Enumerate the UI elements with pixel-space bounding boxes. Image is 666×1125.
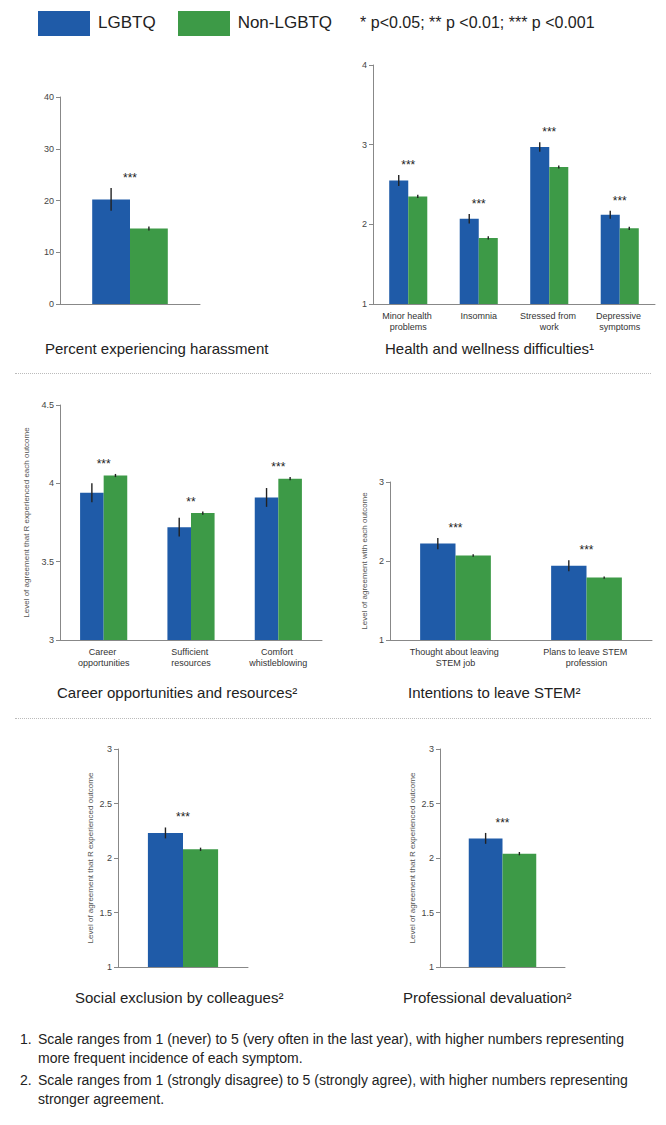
svg-text:Social exclusion by colleagues: Social exclusion by colleagues² (75, 989, 283, 1006)
svg-text:1.5: 1.5 (421, 908, 434, 918)
html-text:* p<0.05; ** p <0.01; *** p <0: * p<0.05; ** p <0.01; *** p <0.001 (360, 14, 595, 31)
svg-text:Career opportunities and resou: Career opportunities and resources² (57, 684, 297, 701)
svg-text:0: 0 (49, 299, 54, 309)
svg-text:problems: problems (390, 322, 428, 332)
html-text:Scale ranges from 1 (never) to: Scale ranges from 1 (never) to 5 (very o… (38, 1031, 624, 1066)
svg-text:Minor health: Minor health (382, 311, 434, 321)
svg-text:***: *** (579, 543, 593, 557)
svg-text:***: *** (176, 810, 190, 824)
svg-text:40: 40 (44, 92, 54, 102)
svg-text:1: 1 (362, 299, 367, 309)
svg-text:resources: resources (171, 658, 211, 668)
svg-text:***: *** (123, 171, 137, 185)
svg-text:STEM job: STEM job (436, 658, 476, 668)
svg-text:Level of agreement that R expe: Level of agreement that R experienced ou… (86, 772, 95, 943)
svg-text:Sufficient: Sufficient (171, 647, 210, 657)
svg-text:***: *** (448, 521, 462, 535)
svg-text:4: 4 (362, 60, 367, 70)
svg-text:Professional devaluation²: Professional devaluation² (403, 989, 571, 1006)
svg-text:Percent experiencing harassmen: Percent experiencing harassment (45, 340, 269, 357)
svg-text:2: 2 (379, 556, 384, 566)
svg-text:20: 20 (44, 196, 54, 206)
svg-text:Career: Career (89, 647, 119, 657)
svg-text:2: 2 (429, 853, 434, 863)
svg-text:Stressed from: Stressed from (520, 311, 579, 321)
svg-text:***: *** (97, 457, 111, 471)
svg-text:2.5: 2.5 (421, 799, 434, 809)
svg-text:***: *** (542, 125, 556, 139)
svg-text:10: 10 (44, 247, 54, 257)
svg-text:whistleblowing: whistleblowing (248, 658, 307, 668)
svg-text:3.5: 3.5 (41, 557, 54, 567)
html-text:Scale ranges from 1 (strongly: Scale ranges from 1 (strongly disagree) … (38, 1072, 628, 1107)
svg-text:Comfort: Comfort (261, 647, 296, 657)
svg-text:Level of agreement with each o: Level of agreement with each outcome (360, 492, 369, 630)
svg-text:2: 2 (107, 853, 112, 863)
svg-text:Plans to leave STEM: Plans to leave STEM (543, 647, 630, 657)
svg-text:1.5: 1.5 (99, 908, 112, 918)
html-text:1.: 1. (20, 1031, 32, 1047)
svg-text:4.5: 4.5 (41, 400, 54, 410)
html-text:Non-LGBTQ: Non-LGBTQ (237, 13, 333, 32)
svg-text:profession: profession (566, 658, 608, 668)
html-text:LGBTQ: LGBTQ (98, 13, 156, 32)
svg-text:***: *** (613, 194, 627, 208)
html-text:2.: 2. (20, 1072, 32, 1088)
svg-text:1: 1 (379, 635, 384, 645)
svg-text:4: 4 (49, 478, 54, 488)
svg-text:3: 3 (49, 635, 54, 645)
svg-text:2.5: 2.5 (99, 799, 112, 809)
svg-text:Intentions to leave STEM²: Intentions to leave STEM² (408, 684, 581, 701)
svg-text:3: 3 (429, 744, 434, 754)
svg-text:work: work (539, 322, 560, 332)
svg-text:1: 1 (107, 962, 112, 972)
svg-text:***: *** (271, 460, 285, 474)
svg-text:***: *** (401, 158, 415, 172)
svg-text:3: 3 (107, 744, 112, 754)
svg-text:30: 30 (44, 144, 54, 154)
svg-text:***: *** (495, 816, 509, 830)
svg-text:**: ** (186, 495, 196, 509)
svg-text:Insomnia: Insomnia (460, 311, 497, 321)
svg-text:***: *** (472, 197, 486, 211)
svg-text:3: 3 (379, 477, 384, 487)
svg-text:opportunities: opportunities (78, 658, 130, 668)
svg-text:Level of agreement that R expe: Level of agreement that R experienced ou… (408, 772, 417, 943)
svg-text:Health and wellness difficulti: Health and wellness difficulties¹ (385, 340, 594, 357)
svg-text:symptoms: symptoms (599, 322, 641, 332)
svg-text:Depressive: Depressive (596, 311, 644, 321)
svg-text:2: 2 (362, 219, 367, 229)
svg-text:3: 3 (362, 140, 367, 150)
svg-text:Level of agreement that R expe: Level of agreement that R experienced ea… (22, 427, 31, 618)
svg-text:1: 1 (429, 962, 434, 972)
svg-text:Thought about leaving: Thought about leaving (410, 647, 502, 657)
